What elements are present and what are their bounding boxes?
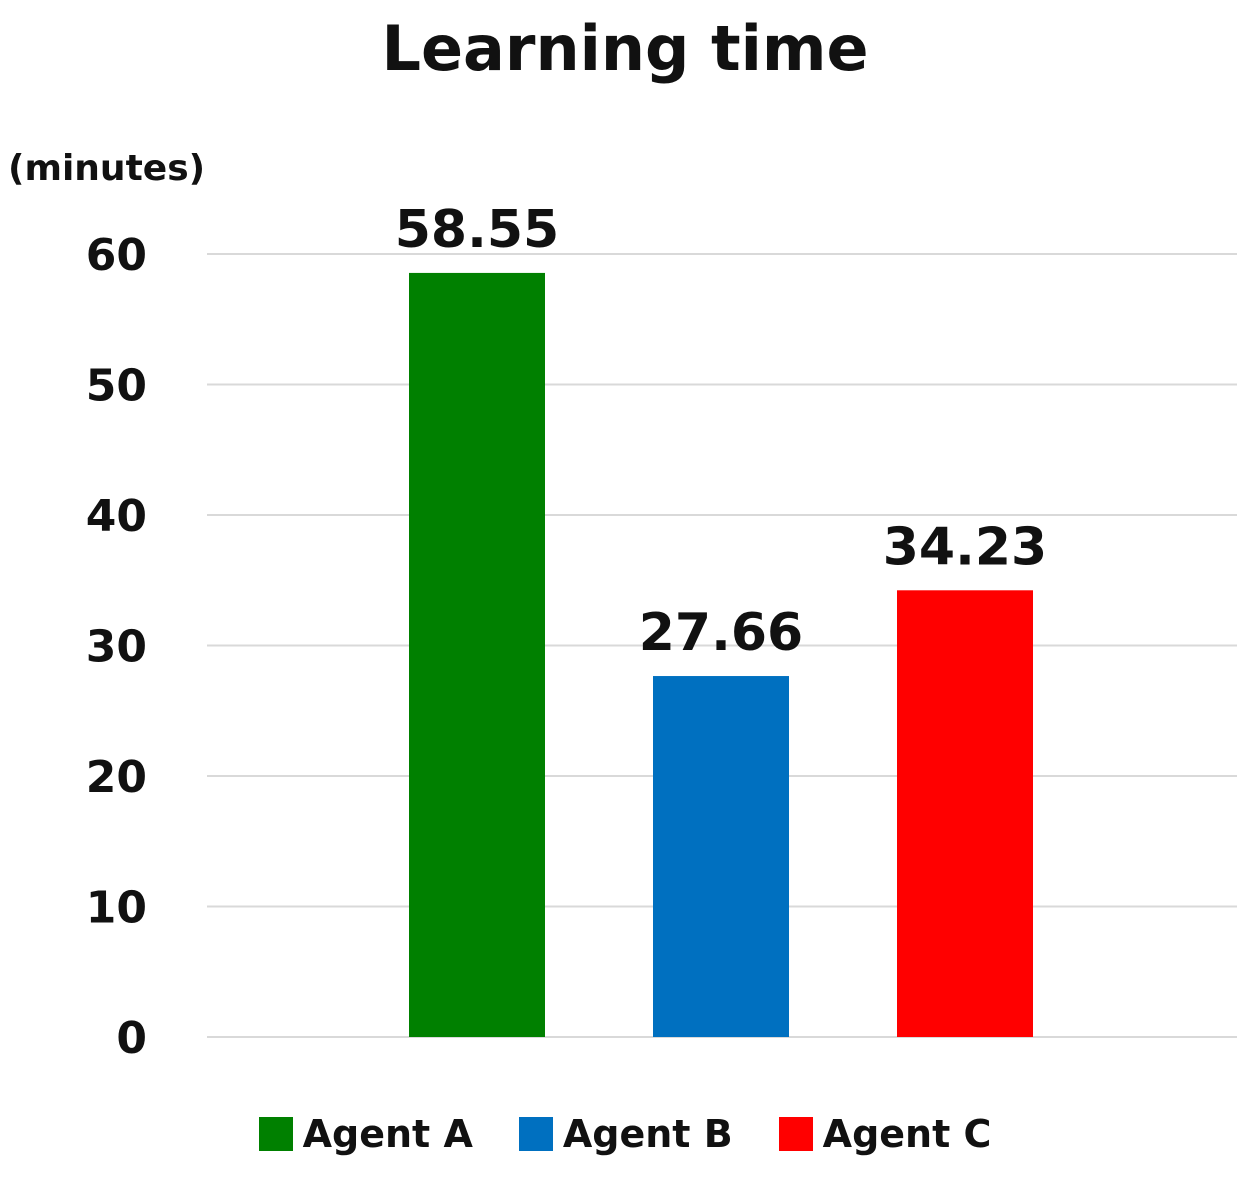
legend-label: Agent B — [562, 1112, 733, 1156]
y-tick-label: 60 — [86, 230, 147, 281]
chart-title: Learning time — [381, 12, 869, 85]
y-tick-label: 40 — [86, 491, 147, 542]
legend-swatch — [258, 1117, 293, 1151]
data-label: 27.66 — [639, 603, 803, 663]
y-axis-label: (minutes) — [8, 148, 206, 189]
bars — [409, 272, 1033, 1037]
legend-label: Agent C — [822, 1112, 992, 1156]
legend-swatch — [518, 1117, 553, 1151]
bar-agent-a — [409, 272, 545, 1037]
legend-item: Agent B — [518, 1112, 733, 1156]
y-tick-label: 0 — [116, 1013, 147, 1064]
legend-swatch — [778, 1117, 813, 1151]
data-label: 34.23 — [883, 517, 1047, 577]
y-tick-label: 20 — [86, 752, 147, 803]
data-labels: 58.55 27.66 34.23 — [395, 200, 1047, 663]
plot-area: 0 10 20 30 40 50 60 58.55 27.66 34.23 — [86, 200, 1237, 1064]
legend: Agent A Agent B Agent C — [0, 1112, 1250, 1156]
legend-item: Agent C — [778, 1112, 992, 1156]
bar-agent-b — [653, 676, 789, 1037]
legend-item: Agent A — [258, 1112, 473, 1156]
legend-label: Agent A — [302, 1112, 473, 1156]
data-label: 58.55 — [395, 200, 559, 260]
y-tick-label: 50 — [86, 361, 147, 412]
y-tick-label: 30 — [86, 622, 147, 673]
y-tick-labels: 0 10 20 30 40 50 60 — [86, 230, 147, 1064]
bar-agent-c — [897, 590, 1033, 1037]
y-tick-label: 10 — [86, 883, 147, 934]
